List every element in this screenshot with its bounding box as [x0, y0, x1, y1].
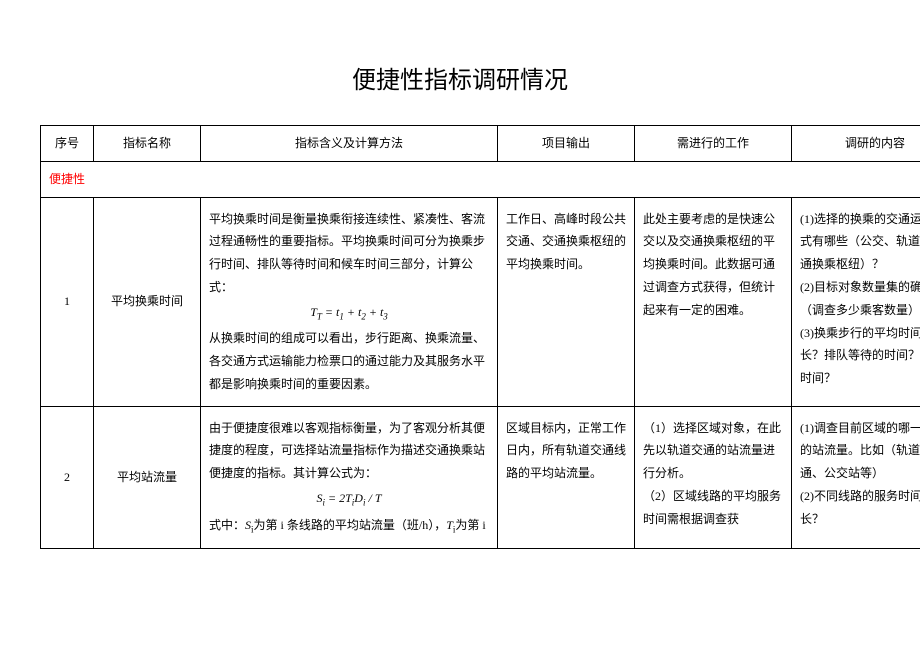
header-output: 项目输出	[498, 126, 635, 162]
formula: Si = 2TiDi / T	[209, 487, 489, 511]
row-survey: (1)选择的换乘的交通运输方式有哪些（公交、轨道、交通换乘枢纽）？(2)目标对象…	[792, 197, 920, 406]
header-name: 指标名称	[94, 126, 201, 162]
row-output: 工作日、高峰时段公共交通、交通换乘枢纽的平均换乘时间。	[498, 197, 635, 406]
row-work: 此处主要考虑的是快速公交以及交通换乘枢纽的平均换乘时间。此数据可通过调查方式获得…	[635, 197, 792, 406]
section-row: 便捷性	[41, 161, 920, 197]
row-num: 2	[41, 406, 94, 548]
row-work: （1）选择区域对象，在此先以轨道交通的站流量进行分析。（2）区域线路的平均服务时…	[635, 406, 792, 548]
meaning-p2: 从换乘时间的组成可以看出，步行距离、换乘流量、各交通方式运输能力检票口的通过能力…	[209, 327, 489, 395]
header-survey: 调研的内容	[792, 126, 920, 162]
indicators-table: 序号 指标名称 指标含义及计算方法 项目输出 需进行的工作 调研的内容 便捷性 …	[40, 125, 920, 549]
row-meaning: 平均换乘时间是衡量换乘衔接连续性、紧凑性、客流过程通畅性的重要指标。平均换乘时间…	[201, 197, 498, 406]
section-label: 便捷性	[41, 161, 920, 197]
row-num: 1	[41, 197, 94, 406]
row-name: 平均站流量	[94, 406, 201, 548]
row-survey: (1)调查目前区域的哪一方面的站流量。比如（轨道交通、公交站等）(2)不同线路的…	[792, 406, 920, 548]
meaning-p2: 式中：Si为第 i 条线路的平均站流量（班/h），Ti为第 i	[209, 514, 489, 538]
page-title: 便捷性指标调研情况	[40, 60, 880, 95]
row-output: 区域目标内，正常工作日内，所有轨道交通线路的平均站流量。	[498, 406, 635, 548]
meaning-p1: 由于便捷度很难以客观指标衡量，为了客观分析其便捷度的程度，可选择站流量指标作为描…	[209, 417, 489, 485]
row-name: 平均换乘时间	[94, 197, 201, 406]
meaning-p1: 平均换乘时间是衡量换乘衔接连续性、紧凑性、客流过程通畅性的重要指标。平均换乘时间…	[209, 208, 489, 299]
header-meaning: 指标含义及计算方法	[201, 126, 498, 162]
header-row: 序号 指标名称 指标含义及计算方法 项目输出 需进行的工作 调研的内容	[41, 126, 920, 162]
header-work: 需进行的工作	[635, 126, 792, 162]
table-row: 2 平均站流量 由于便捷度很难以客观指标衡量，为了客观分析其便捷度的程度，可选择…	[41, 406, 920, 548]
row-meaning: 由于便捷度很难以客观指标衡量，为了客观分析其便捷度的程度，可选择站流量指标作为描…	[201, 406, 498, 548]
table-row: 1 平均换乘时间 平均换乘时间是衡量换乘衔接连续性、紧凑性、客流过程通畅性的重要…	[41, 197, 920, 406]
formula: TT = t1 + t2 + t3	[209, 301, 489, 325]
header-num: 序号	[41, 126, 94, 162]
